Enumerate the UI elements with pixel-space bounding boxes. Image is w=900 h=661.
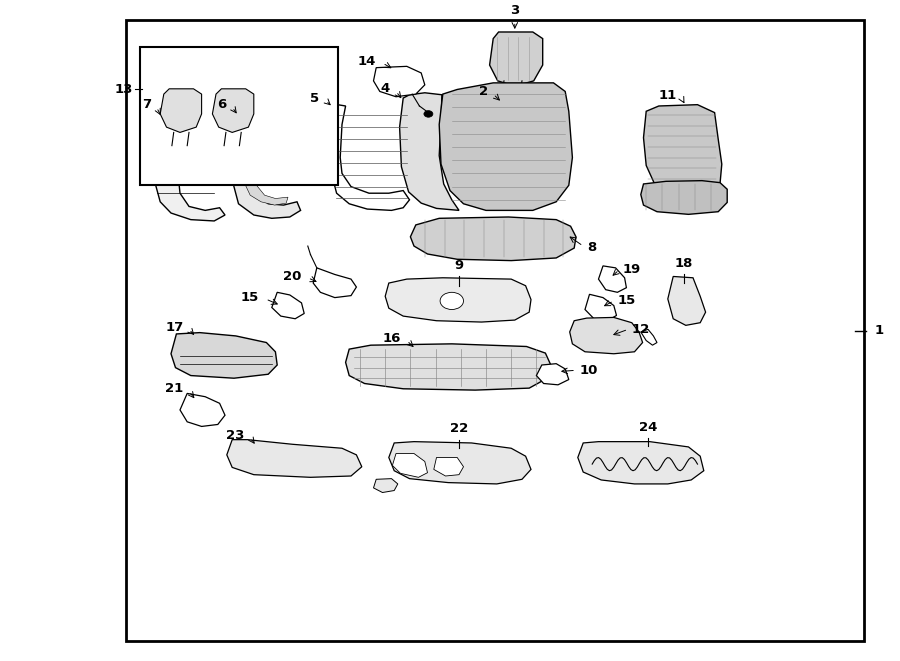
Polygon shape (346, 344, 551, 390)
Polygon shape (641, 180, 727, 214)
Polygon shape (160, 89, 202, 132)
Polygon shape (374, 66, 425, 97)
Text: 2: 2 (479, 85, 488, 98)
Bar (162, 148, 182, 157)
Text: 1: 1 (875, 324, 884, 337)
Text: 15: 15 (241, 291, 259, 304)
Text: 10: 10 (580, 364, 598, 377)
Polygon shape (578, 442, 704, 484)
Polygon shape (212, 89, 254, 132)
Circle shape (424, 110, 433, 117)
Polygon shape (272, 292, 304, 319)
Text: 19: 19 (623, 263, 641, 276)
Polygon shape (641, 329, 657, 345)
Bar (162, 172, 182, 181)
Polygon shape (392, 453, 427, 477)
Text: 12: 12 (632, 323, 650, 336)
Text: 22: 22 (450, 422, 468, 435)
Polygon shape (585, 294, 616, 321)
Bar (140, 46, 338, 185)
Text: 7: 7 (142, 98, 151, 111)
Polygon shape (668, 276, 706, 325)
Text: 15: 15 (617, 293, 635, 307)
Text: 4: 4 (381, 83, 390, 95)
Polygon shape (490, 32, 543, 86)
Text: 21: 21 (166, 382, 184, 395)
Text: 16: 16 (383, 332, 401, 345)
Text: 8: 8 (587, 241, 596, 254)
Polygon shape (598, 266, 626, 292)
Polygon shape (536, 364, 569, 385)
Polygon shape (328, 104, 410, 210)
Circle shape (440, 292, 464, 309)
Text: 5: 5 (310, 92, 320, 104)
Polygon shape (171, 332, 277, 378)
Polygon shape (227, 440, 362, 477)
Text: 11: 11 (659, 89, 677, 102)
Polygon shape (313, 268, 356, 297)
Polygon shape (374, 479, 398, 492)
Polygon shape (230, 111, 301, 218)
Polygon shape (385, 278, 531, 322)
Text: 17: 17 (166, 321, 184, 334)
Polygon shape (570, 317, 643, 354)
Polygon shape (644, 104, 722, 196)
Polygon shape (151, 114, 225, 221)
Bar (126, 20, 864, 641)
Polygon shape (389, 442, 531, 484)
Polygon shape (439, 83, 572, 210)
Text: 6: 6 (218, 98, 227, 111)
Text: 14: 14 (358, 55, 376, 67)
Text: 23: 23 (227, 428, 245, 442)
Polygon shape (410, 217, 576, 260)
Polygon shape (434, 457, 464, 476)
Text: 24: 24 (639, 420, 657, 434)
Polygon shape (400, 93, 459, 210)
Text: 20: 20 (284, 270, 302, 283)
Text: 9: 9 (454, 260, 464, 272)
Text: 18: 18 (675, 257, 693, 270)
Text: 3: 3 (510, 4, 519, 17)
Polygon shape (240, 124, 288, 205)
Bar (162, 160, 182, 169)
Text: 13: 13 (115, 83, 133, 96)
Polygon shape (180, 393, 225, 426)
